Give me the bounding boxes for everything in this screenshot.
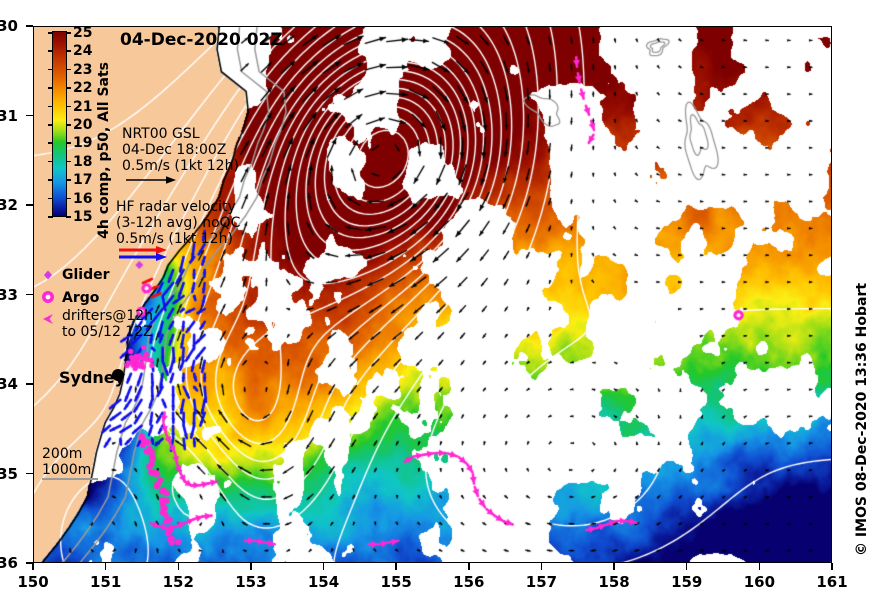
y-tick-label: -36 [0, 554, 18, 572]
sst-colorbar [52, 31, 67, 217]
colorbar-tick-label: 20 [73, 117, 93, 133]
bathy-1000m-label: 1000m [42, 462, 92, 478]
credit-text: © IMOS 08-Dec-2020 13:36 Hobart [854, 282, 870, 556]
colorbar-tick [48, 50, 53, 52]
map-title: 04-Dec-2020 02Z [120, 30, 283, 50]
colorbar-tick-label: 23 [73, 61, 93, 78]
x-tick-label: 160 [743, 573, 776, 591]
x-tick [758, 563, 761, 570]
colorbar-tick [66, 216, 71, 218]
legend-argo-label: Argo [62, 290, 100, 306]
colorbar-tick [66, 179, 71, 181]
colorbar-tick-label: 21 [73, 98, 93, 115]
x-tick [685, 563, 688, 570]
y-tick [26, 114, 33, 117]
hfradar-scale-arrow-icon [119, 246, 167, 261]
x-tick [540, 563, 543, 570]
colorbar-tick [48, 124, 53, 126]
y-tick [26, 383, 33, 385]
x-tick [322, 563, 325, 570]
y-tick-label: -31 [0, 106, 18, 125]
colorbar-tick [66, 50, 71, 52]
legend-drifters-line1: drifters@12h [62, 308, 154, 324]
y-tick-label: -33 [0, 285, 18, 304]
y-tick-label: -30 [0, 17, 18, 35]
colorbar-tick-label: 15 [73, 209, 93, 225]
x-tick-label: 154 [307, 573, 340, 591]
x-tick [250, 563, 252, 570]
model-legend-line3: 0.5m/s (1kt 12h) [122, 158, 239, 174]
glider-marker-icon [44, 270, 52, 280]
y-tick [26, 472, 33, 475]
argo-marker-icon [42, 291, 54, 303]
vector-overlay-layer [34, 27, 831, 562]
map-plot-area[interactable] [33, 26, 832, 563]
hfradar-legend-line3: 0.5m/s (1kt 12h) [116, 231, 233, 247]
x-tick [468, 563, 470, 570]
colorbar-tick [66, 32, 71, 34]
model-legend-line1: NRT00 GSL [122, 126, 200, 142]
colorbar-tick-label: 17 [73, 172, 93, 189]
colorbar-tick [66, 160, 71, 163]
colorbar-tick [48, 197, 53, 200]
colorbar-tick [48, 68, 53, 71]
hfradar-legend-line1: HF radar velocity [116, 199, 236, 215]
colorbar-tick [48, 160, 53, 163]
colorbar-tick-label: 25 [73, 25, 93, 41]
x-tick-label: 155 [380, 573, 412, 591]
sydney-marker-icon [112, 369, 124, 381]
y-tick [26, 25, 33, 27]
colorbar-tick [66, 124, 71, 126]
legend-drifters-line2: to 05/12 12Z [62, 324, 153, 340]
y-tick-label: -32 [0, 196, 18, 214]
colorbar-tick [48, 142, 53, 144]
colorbar-tick-label: 18 [73, 153, 93, 170]
colorbar-tick [48, 179, 53, 181]
y-tick [26, 204, 33, 206]
colorbar-tick-label: 22 [73, 80, 93, 97]
model-legend-line2: 04-Dec 18:00Z [122, 142, 227, 158]
drifter-marker-icon [43, 314, 53, 324]
model-scale-arrow-icon [126, 176, 176, 184]
colorbar-tick [48, 87, 53, 89]
x-tick-label: 161 [816, 573, 848, 591]
colorbar-tick [66, 68, 71, 71]
x-tick-label: 151 [89, 573, 122, 591]
bathymetry-key: 200m 1000m [42, 446, 91, 478]
bathymetry-key-line [42, 478, 98, 480]
x-tick-label: 158 [598, 573, 630, 591]
x-tick [613, 563, 615, 570]
x-tick [395, 563, 397, 570]
x-tick [104, 563, 107, 570]
hfradar-legend-line2: (3-12h avg) noQC [116, 215, 241, 231]
x-tick-label: 153 [235, 573, 267, 591]
y-tick-label: -34 [0, 375, 18, 393]
colorbar-tick-label: 19 [73, 135, 93, 152]
colorbar-tick [66, 87, 71, 89]
x-tick-label: 157 [525, 573, 558, 591]
colorbar-tick [48, 32, 53, 34]
x-tick-label: 159 [671, 573, 703, 591]
legend-glider-label: Glider [62, 267, 110, 283]
sydney-label: Sydney [59, 368, 126, 387]
colorbar-tick [66, 197, 71, 200]
colorbar-tick-label: 24 [73, 43, 93, 60]
colorbar-label: 4h comp, p50, All Sats [96, 62, 112, 239]
x-tick [177, 563, 180, 570]
y-tick [26, 562, 33, 564]
bathy-200m-label: 200m [42, 446, 83, 462]
y-tick [26, 293, 33, 296]
x-tick [831, 563, 833, 570]
colorbar-tick [66, 105, 71, 108]
colorbar-tick [48, 216, 53, 218]
x-tick-label: 150 [17, 573, 49, 591]
y-tick-label: -35 [0, 464, 18, 483]
colorbar-tick [48, 105, 53, 108]
colorbar-tick-label: 16 [73, 190, 93, 207]
x-tick-label: 152 [162, 573, 194, 591]
x-tick [32, 563, 34, 570]
x-tick-label: 156 [453, 573, 485, 591]
colorbar-tick [66, 142, 71, 144]
